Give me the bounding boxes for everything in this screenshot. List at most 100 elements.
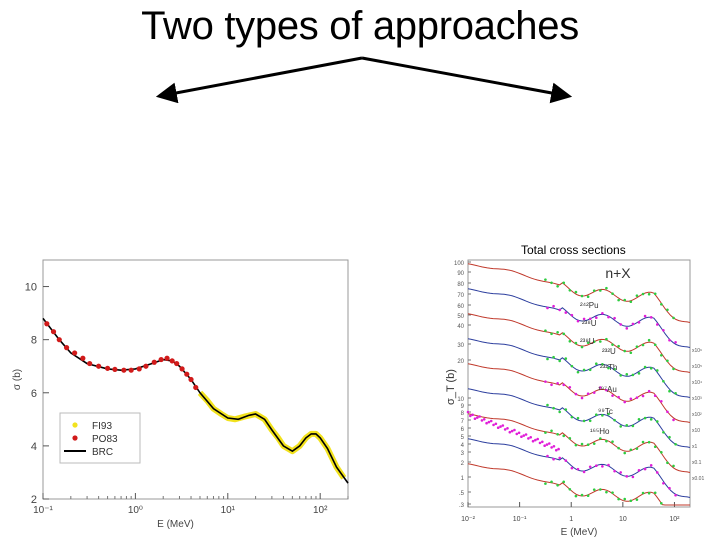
data-point [564, 459, 568, 462]
data-point [487, 420, 491, 424]
data-point [674, 493, 677, 497]
y-tick-label: 3 [461, 451, 465, 457]
data-point [643, 467, 647, 471]
data-point [531, 439, 535, 443]
y-tick-label: 9 [461, 404, 465, 410]
scale-factor-label: x10⁴ [692, 380, 702, 386]
data-point [469, 414, 472, 418]
data-point [556, 330, 559, 334]
data-point [529, 436, 533, 439]
data-point [592, 442, 596, 445]
data-point [617, 446, 620, 450]
data-point [641, 292, 645, 296]
po83-point [104, 365, 111, 371]
data-point [629, 351, 633, 355]
po83-point [174, 360, 180, 367]
data-point [570, 466, 574, 470]
y-tick-label: 6 [461, 427, 465, 433]
right-plot-frame [467, 259, 691, 508]
data-point [547, 442, 551, 445]
data-point [629, 448, 633, 452]
data-point [580, 396, 584, 400]
data-point [545, 443, 549, 446]
data-point [574, 443, 578, 447]
data-point [629, 499, 633, 503]
data-point [489, 419, 493, 423]
data-point [617, 344, 620, 348]
data-point [588, 368, 592, 372]
data-point [544, 431, 547, 434]
data-point [637, 372, 641, 375]
data-point [582, 317, 586, 321]
data-point [538, 441, 542, 445]
data-point [607, 315, 610, 319]
data-point [574, 494, 578, 498]
data-point [647, 338, 651, 342]
data-point [649, 367, 653, 370]
data-point [501, 424, 505, 427]
data-point [576, 370, 580, 374]
data-point [580, 345, 584, 349]
data-point [558, 308, 561, 312]
x-tick-label: 10⁻² [461, 516, 475, 523]
y-tick-label: 10 [25, 282, 37, 294]
data-point [568, 339, 572, 343]
data-point [637, 418, 641, 421]
po83-point [80, 355, 86, 361]
data-point [599, 386, 602, 389]
data-point [655, 323, 659, 326]
data-point [592, 289, 596, 292]
data-point [544, 278, 547, 281]
data-point [546, 357, 549, 361]
data-point [617, 497, 620, 501]
data-point [592, 340, 596, 343]
y-tick-label: 10 [457, 397, 464, 403]
data-point [568, 385, 572, 389]
data-point [605, 439, 608, 443]
x-tick-label: 1 [569, 516, 573, 523]
po83-point [121, 367, 127, 373]
data-point [601, 414, 604, 417]
series-brc [42, 317, 349, 484]
x-tick-label: 10⁰ [128, 505, 143, 516]
data-point [517, 431, 521, 435]
legend-label: FI93 [92, 421, 112, 432]
left-cross-section-chart: 10⁻¹ 10⁰ 10¹ 10² 2 4 6 8 10 E (MeV) σ (b) FI93 PO83 B… [12, 259, 349, 530]
data-point [674, 442, 677, 446]
data-point [623, 298, 627, 302]
data-point [631, 373, 635, 377]
data-point [552, 445, 556, 448]
isotope-label: ⁹⁹Tc [598, 407, 613, 416]
data-point [550, 429, 553, 433]
data-point [649, 418, 653, 421]
data-point [592, 488, 596, 491]
data-point [552, 304, 555, 308]
data-point [655, 369, 659, 372]
po83-point [151, 359, 157, 365]
arrows-diagram [155, 56, 573, 104]
data-point [666, 410, 669, 414]
data-point [605, 337, 608, 341]
data-point [550, 480, 553, 484]
data-point [643, 416, 647, 420]
model-curve [467, 463, 690, 506]
data-point [557, 447, 560, 451]
data-point [527, 437, 530, 440]
po83-point [96, 363, 102, 369]
scale-factor-label: x0.1 [692, 460, 702, 466]
data-point [647, 292, 651, 296]
po83-point [72, 350, 78, 356]
data-point [660, 302, 663, 306]
data-point [666, 359, 669, 363]
data-point [574, 290, 578, 294]
data-point [550, 281, 553, 285]
data-point [617, 298, 620, 302]
data-point [613, 469, 616, 473]
scale-factor-label: x10³ [692, 396, 702, 402]
model-curve [467, 363, 691, 423]
data-point [522, 434, 526, 437]
data-point [605, 286, 608, 290]
data-point [617, 395, 620, 399]
data-point [562, 434, 566, 438]
y-axis-label: σ (b) [12, 369, 23, 390]
